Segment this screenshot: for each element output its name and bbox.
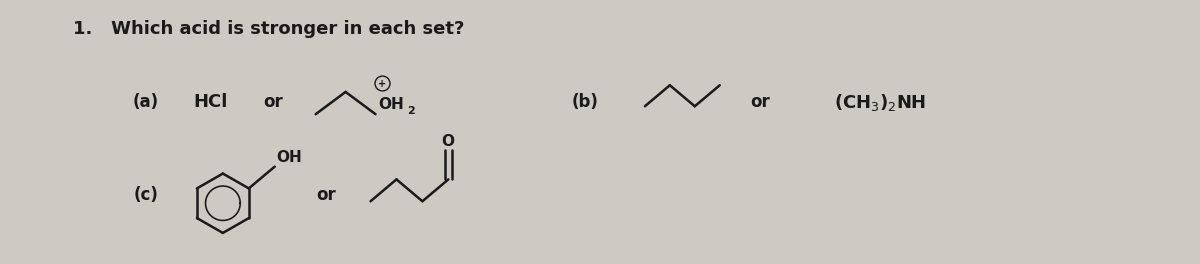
Text: +: + bbox=[378, 78, 386, 88]
Text: HCl: HCl bbox=[193, 93, 228, 111]
Text: 2: 2 bbox=[408, 106, 415, 116]
Text: or: or bbox=[316, 186, 336, 204]
Text: (a): (a) bbox=[133, 93, 160, 111]
Text: or: or bbox=[750, 93, 769, 111]
Text: OH: OH bbox=[277, 150, 302, 165]
Text: or: or bbox=[263, 93, 283, 111]
Text: (b): (b) bbox=[571, 93, 599, 111]
Text: 1.   Which acid is stronger in each set?: 1. Which acid is stronger in each set? bbox=[73, 20, 464, 38]
Text: (CH$_3$)$_2$NH: (CH$_3$)$_2$NH bbox=[834, 92, 926, 113]
Text: (c): (c) bbox=[133, 186, 158, 204]
Text: OH: OH bbox=[378, 97, 404, 112]
Text: O: O bbox=[442, 134, 455, 149]
